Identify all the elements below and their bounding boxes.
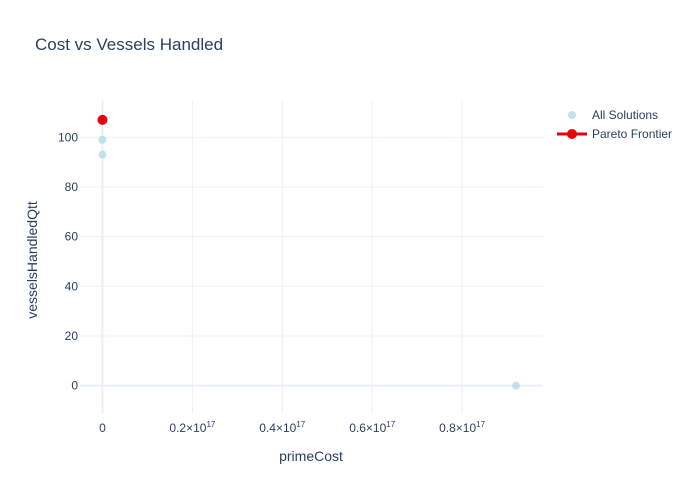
y-axis-title: vesselsHandledQtt: [24, 201, 40, 319]
legend-label: Pareto Frontier: [592, 127, 672, 141]
data-points: [97, 114, 521, 390]
legend-label: All Solutions: [592, 108, 658, 122]
x-axis-title: primeCost: [279, 448, 343, 464]
y-tick-label: 0: [71, 379, 78, 393]
legend: All Solutions Pareto Frontier: [557, 108, 672, 141]
y-tick-label: 20: [65, 329, 79, 343]
zero-lines: [80, 100, 543, 413]
y-tick-label: 40: [65, 279, 79, 293]
legend-marker-solutions: [568, 111, 576, 119]
tick-labels: 0 20 40 60 80 100 0 0.2×1017 0.4×1017 0.6×1017 0.8…: [58, 130, 486, 435]
y-tick-label: 80: [65, 180, 79, 194]
solution-point: [98, 135, 107, 144]
grid-layer: [80, 100, 543, 413]
x-tick-label: 0.4×1017: [259, 420, 305, 435]
solution-point: [98, 150, 107, 159]
x-tick-label: 0.6×1017: [349, 420, 395, 435]
y-tick-label: 60: [65, 230, 79, 244]
x-tick-label: 0.8×1017: [439, 420, 485, 435]
x-tick-exponent: 17: [206, 420, 215, 429]
chart-title: Cost vs Vessels Handled: [35, 35, 223, 54]
solution-point: [512, 381, 521, 390]
x-tick-label: 0: [99, 421, 106, 435]
x-tick-exponent: 17: [386, 420, 395, 429]
pareto-point: [97, 114, 108, 125]
x-tick-label: 0.2×1017: [169, 420, 215, 435]
x-tick-exponent: 17: [296, 420, 305, 429]
y-tick-label: 100: [58, 130, 78, 144]
legend-marker-pareto: [567, 129, 577, 139]
x-tick-exponent: 17: [476, 420, 485, 429]
